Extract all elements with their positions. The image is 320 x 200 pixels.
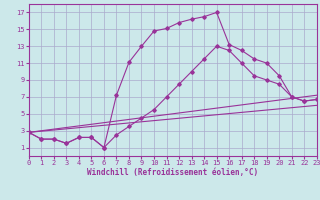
X-axis label: Windchill (Refroidissement éolien,°C): Windchill (Refroidissement éolien,°C) — [87, 168, 258, 177]
